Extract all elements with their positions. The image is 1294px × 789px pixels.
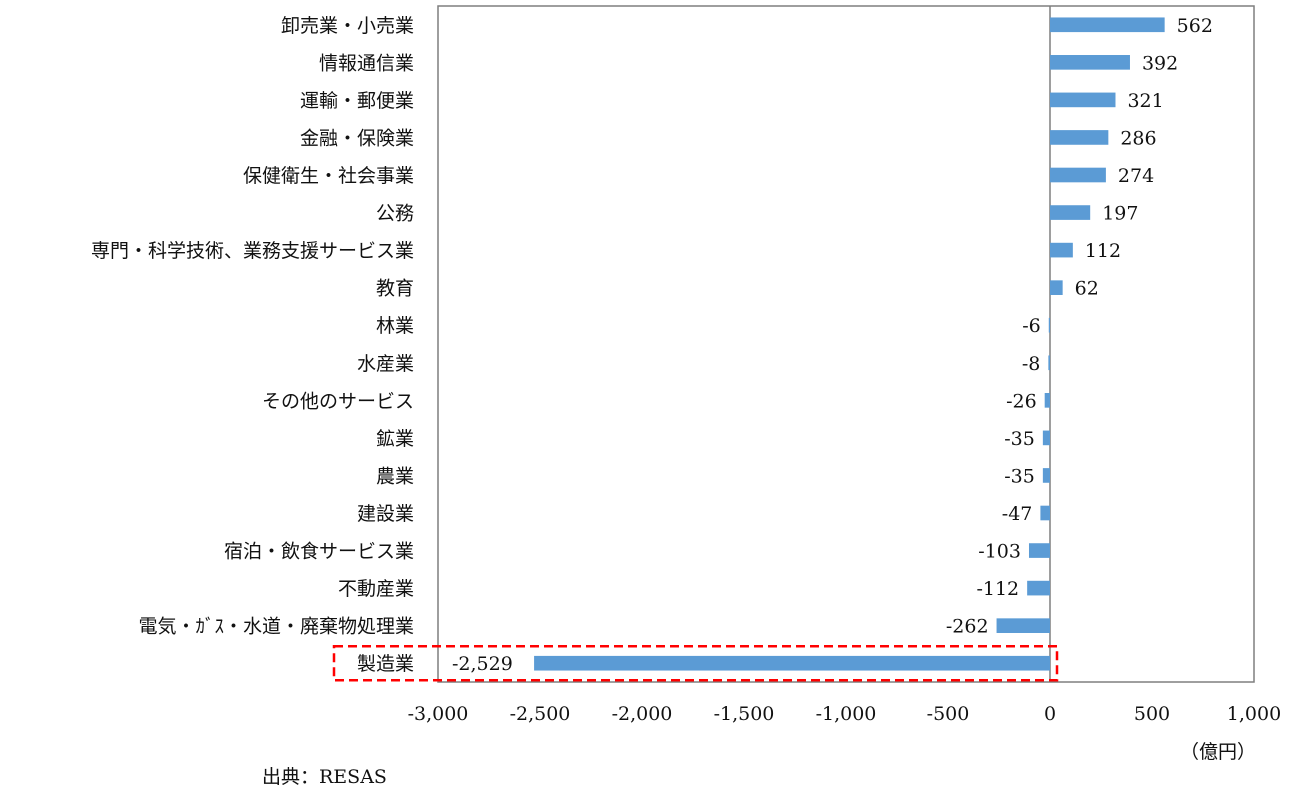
x-tick-label: -3,000: [408, 703, 469, 725]
value-label: -103: [978, 541, 1021, 563]
value-label: 274: [1118, 165, 1154, 187]
bar: [1044, 393, 1050, 408]
category-label: 金融・保険業: [300, 127, 414, 149]
value-label: 392: [1142, 52, 1178, 74]
value-label: -35: [1004, 428, 1035, 450]
category-label: 鉱業: [376, 428, 414, 450]
bar: [1050, 280, 1063, 295]
value-label: -6: [1022, 315, 1041, 337]
value-labels: 562 392 321 286 274 197 112 62 -6 -8 -26 -35 -35 -47 -…: [452, 15, 1213, 675]
category-label: 宿泊・飲食サービス業: [224, 541, 414, 563]
category-label: 水産業: [357, 353, 414, 375]
unit-label: （億円）: [1180, 741, 1257, 763]
bar: [996, 618, 1050, 633]
value-label: -2,529: [452, 653, 513, 675]
category-label: 公務: [376, 203, 414, 225]
category-label: 教育: [376, 278, 414, 300]
value-label: 321: [1127, 90, 1163, 112]
x-tick-label: 1,000: [1227, 703, 1281, 725]
x-tick-labels: -3,000 -2,500 -2,000 -1,500 -1,000 -500 0 500 1,…: [408, 703, 1282, 725]
category-label: 専門・科学技術、業務支援サービス業: [91, 240, 414, 262]
bar: [1027, 580, 1050, 596]
bar: [1048, 355, 1050, 371]
bar: [534, 655, 1050, 671]
bar: [1050, 130, 1109, 145]
value-label: 562: [1177, 15, 1213, 37]
category-label: 林業: [376, 315, 414, 337]
bar: [1042, 468, 1050, 483]
bar: [1050, 92, 1116, 108]
category-label: 運輸・郵便業: [300, 90, 414, 112]
bar: [1040, 505, 1050, 521]
value-label: 286: [1120, 127, 1156, 149]
value-label: -8: [1022, 353, 1041, 375]
value-label: 197: [1102, 203, 1138, 225]
bar: [1048, 317, 1050, 333]
value-label: 112: [1085, 240, 1121, 262]
bar: [1028, 543, 1050, 558]
category-label: 電気・ｶﾞｽ・水道・廃棄物処理業: [138, 616, 414, 638]
value-label: 62: [1075, 278, 1099, 300]
x-tick-label: -1,500: [714, 703, 775, 725]
x-tick-label: -1,000: [816, 703, 877, 725]
bar-chart: 卸売業・小売業情報通信業運輸・郵便業金融・保険業保健衛生・社会事業公務専門・科学…: [91, 5, 1282, 725]
value-label: -112: [976, 578, 1019, 600]
value-label: -26: [1006, 390, 1037, 412]
source-label: 出典：RESAS: [262, 766, 387, 788]
x-tick-label: -2,500: [510, 703, 571, 725]
category-label: その他のサービス: [262, 390, 414, 412]
category-label: 情報通信業: [319, 52, 414, 74]
value-label: -47: [1002, 503, 1033, 525]
category-label: 卸売業・小売業: [281, 15, 414, 37]
x-tick-label: -2,000: [612, 703, 673, 725]
x-tick-label: -500: [927, 703, 970, 725]
bar: [1050, 242, 1073, 258]
category-label: 保健衛生・社会事業: [243, 165, 414, 187]
value-label: -35: [1004, 465, 1035, 487]
bar: [1050, 205, 1091, 220]
bar: [1050, 167, 1106, 183]
x-tick-label: 500: [1134, 703, 1170, 725]
category-label: 建設業: [357, 503, 414, 525]
x-tick-label: 0: [1044, 703, 1056, 725]
bar: [1050, 17, 1165, 33]
category-label: 不動産業: [338, 578, 414, 600]
category-label: 製造業: [357, 653, 414, 675]
bars-layer: [534, 17, 1165, 671]
plot-area-frame: [437, 5, 1255, 683]
category-label: 農業: [376, 465, 414, 487]
bar: [1050, 55, 1130, 70]
category-labels: 卸売業・小売業情報通信業運輸・郵便業金融・保険業保健衛生・社会事業公務専門・科学…: [91, 15, 414, 675]
bar: [1042, 430, 1050, 446]
value-label: -262: [946, 616, 989, 638]
